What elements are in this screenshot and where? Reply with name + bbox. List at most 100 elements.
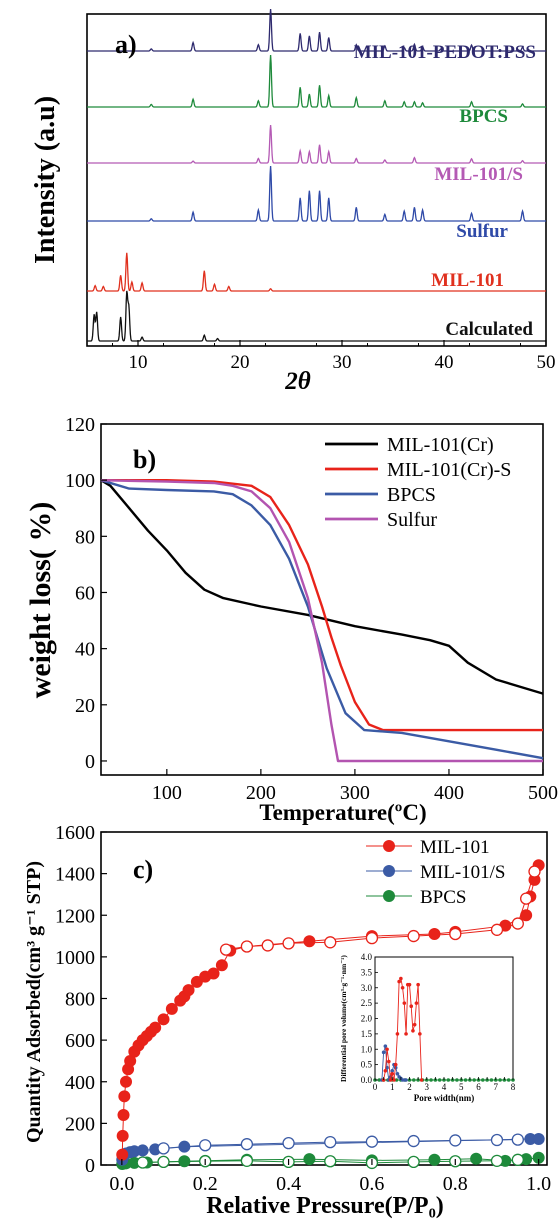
panel-c-xtick-label-2: 0.4: [276, 1173, 301, 1195]
panel-c-ytick-label-1: 200: [65, 1113, 95, 1135]
panel-c-legend-marker-2: [383, 890, 395, 902]
bet-ads-point: [118, 1090, 131, 1103]
inset-point: [429, 1078, 433, 1082]
inset-point: [409, 1004, 414, 1008]
panel-b-xtick-label-2: 300: [340, 782, 370, 804]
xrd-series-2: [87, 124, 546, 164]
bet-des-point: [157, 1142, 170, 1155]
xrd-series-3: [87, 165, 546, 222]
bet-des-point: [365, 1135, 379, 1148]
panel-c-xtick-label-3: 0.6: [359, 1173, 384, 1195]
inset-ylabel: Differential pore volume(cm³·g⁻¹·nm⁻¹): [339, 955, 348, 1082]
bet-des-point: [324, 936, 337, 949]
inset-xtick-label-12: 6: [476, 1082, 481, 1092]
bet-ads-point: [207, 967, 220, 980]
panel-c-ytick-label-8: 1600: [55, 822, 95, 844]
inset-point: [385, 1065, 389, 1070]
panel-b-ytick-label-3: 60: [75, 582, 95, 604]
inset-point: [404, 1078, 408, 1082]
inset-ytick-label-2: 1.0: [361, 1044, 373, 1054]
inset-point: [395, 1032, 400, 1036]
panel-a-xtick-label-0: 10: [129, 352, 148, 373]
bet-ads-point: [120, 1075, 133, 1088]
inset-point: [394, 1078, 399, 1082]
bet-ads-point: [428, 927, 441, 940]
panel-b-frame: [100, 423, 544, 776]
panel-c-legend-label-2: BPCS: [420, 887, 466, 908]
inset-ytick-label-7: 3.5: [361, 967, 373, 977]
inset-point: [498, 1078, 502, 1082]
inset-xtick-label-2: 1: [390, 1082, 395, 1092]
inset-point: [463, 1078, 468, 1082]
panel-c-xtick-label-1: 0.2: [193, 1173, 218, 1195]
bet-ads-point: [116, 1148, 129, 1161]
bet-des-point: [449, 927, 462, 941]
inset-point: [383, 1068, 388, 1073]
bet-des-point: [282, 1136, 295, 1150]
bet-des-point: [240, 1138, 254, 1151]
bet-ads-point: [116, 1129, 129, 1142]
inset-xtick-label-14: 7: [494, 1082, 499, 1092]
panel-b-xtick-label-0: 100: [152, 782, 182, 804]
panel-c-ytick-label-7: 1400: [55, 864, 95, 886]
bet-des-point: [449, 1134, 462, 1147]
panel-b-ylabel: weight loss( %): [24, 502, 57, 699]
panel-b-xtick-label-1: 200: [246, 782, 276, 804]
panel-a-xtick-label-1: 20: [231, 352, 250, 373]
panel-c-ytick-label-4: 800: [65, 989, 95, 1011]
panel-c-ytick-label-3: 600: [65, 1030, 95, 1052]
xrd-series-label-4: MIL-101: [431, 270, 504, 291]
inset-ytick-label-8: 4.0: [361, 952, 373, 962]
bet-des-line-1: [163, 1139, 518, 1149]
inset-point: [472, 1078, 476, 1082]
inset-point: [412, 1022, 417, 1027]
bet-des-point: [407, 1155, 420, 1169]
bet-des-point: [324, 1135, 337, 1149]
bet-des-point: [282, 937, 295, 950]
panel-b: 100 200 300 400 500 0 20 40 60 80 100 120 MIL-101(Cr…: [24, 414, 558, 825]
inset-xlabel: Pore width(nm): [414, 1093, 475, 1103]
inset-point: [411, 1029, 415, 1033]
panel-b-legend-label-2: BPCS: [387, 484, 436, 506]
panel-b-legend-label-0: MIL-101(Cr): [387, 434, 494, 456]
bet-des-point: [199, 1139, 212, 1152]
bet-des-point: [157, 1155, 170, 1169]
inset-point: [397, 979, 401, 984]
panel-b-ytick-label-4: 80: [75, 526, 95, 548]
inset-point: [416, 982, 420, 987]
inset-point: [455, 1078, 459, 1082]
xrd-series-1: [87, 54, 546, 108]
bet-des-point: [511, 1133, 524, 1146]
panel-c-ylabel: Quantity Adsorbed(cm³ g⁻¹ STP): [23, 861, 45, 1143]
inset-xtick-label-4: 2: [407, 1082, 412, 1092]
inset-ytick-label-4: 2.0: [361, 1014, 373, 1024]
tga-series-3: [100, 479, 543, 763]
inset-point: [388, 1078, 393, 1082]
panel-c-legend-label-1: MIL-101/S: [420, 862, 506, 883]
bet-ads-point: [303, 1153, 316, 1166]
bet-ads-point: [532, 1132, 545, 1145]
xrd-series-label-3: Sulfur: [456, 221, 508, 242]
xrd-series-label-1: BPCS: [459, 106, 508, 127]
panel-c-ytick-label-5: 1000: [55, 947, 95, 969]
panel-b-label: b): [133, 445, 156, 474]
bet-ads-point: [149, 1021, 162, 1034]
panel-c-xtick-label-5: 1.0: [526, 1173, 551, 1195]
xrd-series-label-5: Calculated: [445, 319, 533, 340]
panel-b-ytick-label-6: 120: [65, 414, 95, 436]
xrd-series-5: [87, 290, 546, 342]
inset-xtick-label-10: 5: [459, 1082, 464, 1092]
bet-des-point: [240, 1154, 254, 1167]
bet-ads-point: [117, 1109, 130, 1122]
bet-ads-point: [178, 1155, 191, 1168]
inset-point: [387, 1059, 391, 1064]
panel-b-ytick-label-5: 100: [65, 470, 95, 492]
inset-ytick-label-0: 0.0: [361, 1075, 373, 1085]
panel-c-legend-marker-1: [383, 865, 395, 877]
panel-b-xtick-label-4: 500: [528, 782, 558, 804]
inset-point: [390, 1068, 395, 1073]
panel-b-legend-label-3: Sulfur: [387, 509, 437, 531]
bet-des-point: [490, 1133, 504, 1147]
panel-c-legend-label-0: MIL-101: [420, 837, 490, 858]
panel-b-legend-label-1: MIL-101(Cr)-S: [387, 459, 511, 481]
